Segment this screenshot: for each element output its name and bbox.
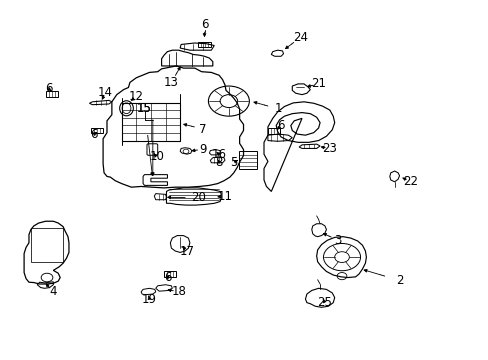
Text: 9: 9 <box>199 143 206 156</box>
Text: 5: 5 <box>230 156 237 168</box>
Text: 20: 20 <box>190 192 205 204</box>
Bar <box>198 41 210 47</box>
Text: 23: 23 <box>322 142 337 155</box>
Text: 11: 11 <box>217 190 232 203</box>
Text: 22: 22 <box>402 175 417 188</box>
Text: 14: 14 <box>98 86 113 99</box>
Text: 21: 21 <box>310 77 325 90</box>
Bar <box>46 91 58 97</box>
Text: 15: 15 <box>137 102 152 115</box>
Text: 12: 12 <box>128 90 143 103</box>
Text: 4: 4 <box>49 285 57 298</box>
Text: 3: 3 <box>334 234 341 247</box>
Text: 8: 8 <box>215 156 223 169</box>
Text: 16: 16 <box>211 148 226 161</box>
Text: 6: 6 <box>277 119 284 132</box>
Text: 25: 25 <box>317 296 332 309</box>
Bar <box>238 150 257 169</box>
Text: 19: 19 <box>142 293 157 306</box>
Bar <box>31 228 62 262</box>
Bar <box>164 271 176 277</box>
Text: 7: 7 <box>199 122 206 136</box>
Bar <box>122 103 180 141</box>
Text: 18: 18 <box>171 285 186 298</box>
Text: 6: 6 <box>44 82 52 95</box>
Text: 6: 6 <box>201 18 208 31</box>
Text: 17: 17 <box>179 244 194 257</box>
Text: 15: 15 <box>137 102 152 115</box>
Text: 10: 10 <box>149 150 164 163</box>
Text: 2: 2 <box>395 274 403 287</box>
Text: 13: 13 <box>163 76 179 89</box>
Text: 6: 6 <box>163 271 171 284</box>
Bar <box>91 128 103 134</box>
Text: 24: 24 <box>292 31 307 44</box>
Bar <box>267 129 279 134</box>
Text: 6: 6 <box>90 127 98 141</box>
Text: 1: 1 <box>274 103 282 116</box>
